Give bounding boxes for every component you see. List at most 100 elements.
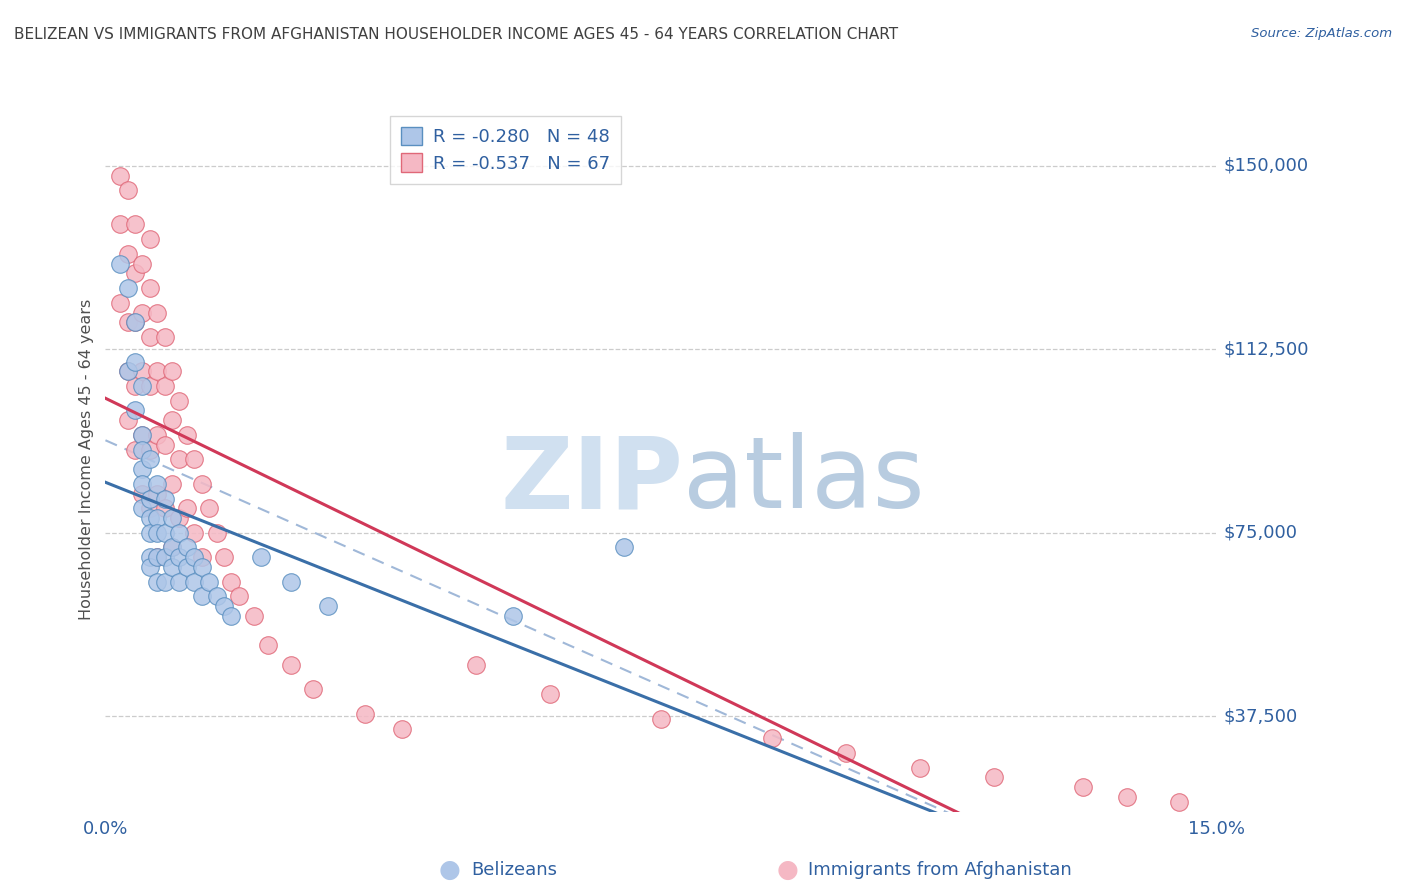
Point <box>205 590 228 604</box>
Point <box>160 560 183 574</box>
Point <box>160 413 183 427</box>
Point <box>835 746 858 760</box>
Text: ZIP: ZIP <box>501 432 683 529</box>
Point <box>613 541 636 555</box>
Point <box>464 657 486 672</box>
Point <box>110 257 132 271</box>
Point <box>190 590 212 604</box>
Point <box>117 247 139 261</box>
Point <box>212 599 235 614</box>
Point <box>146 574 169 589</box>
Point <box>131 501 153 516</box>
Point <box>190 476 212 491</box>
Point <box>146 305 169 319</box>
Point <box>190 560 212 574</box>
Point <box>139 511 162 525</box>
Point <box>131 476 153 491</box>
Point <box>153 525 176 540</box>
Point <box>169 452 191 467</box>
Point <box>153 438 176 452</box>
Point <box>124 315 146 329</box>
Text: $112,500: $112,500 <box>1223 340 1309 359</box>
Point <box>160 541 183 555</box>
Point <box>316 599 339 614</box>
Point <box>124 267 146 281</box>
Y-axis label: Householder Income Ages 45 - 64 years: Householder Income Ages 45 - 64 years <box>79 299 94 620</box>
Point <box>761 731 783 746</box>
Point <box>502 609 524 624</box>
Point <box>131 428 153 442</box>
Point <box>538 687 561 701</box>
Point <box>117 281 139 295</box>
Point <box>160 476 183 491</box>
Point <box>131 364 153 378</box>
Point <box>183 550 205 565</box>
Point <box>153 379 176 393</box>
Point <box>176 560 198 574</box>
Point <box>250 550 273 565</box>
Point <box>153 574 176 589</box>
Point <box>110 218 132 232</box>
Text: Belizeans: Belizeans <box>471 861 557 879</box>
Point <box>391 722 413 736</box>
Point <box>124 315 146 329</box>
Point <box>257 638 280 652</box>
Point <box>146 428 169 442</box>
Point <box>183 574 205 589</box>
Point <box>169 550 191 565</box>
Point <box>153 330 176 344</box>
Point <box>124 354 146 368</box>
Point <box>139 501 162 516</box>
Point <box>160 511 183 525</box>
Point <box>117 364 139 378</box>
Point <box>139 452 162 467</box>
Point <box>131 379 153 393</box>
Point <box>117 315 139 329</box>
Point <box>1071 780 1094 795</box>
Point <box>131 257 153 271</box>
Point <box>117 183 139 197</box>
Point <box>176 541 198 555</box>
Point <box>139 491 162 506</box>
Point <box>117 364 139 378</box>
Text: $75,000: $75,000 <box>1223 524 1298 541</box>
Point <box>139 442 162 457</box>
Point <box>183 525 205 540</box>
Point <box>160 364 183 378</box>
Point <box>124 403 146 417</box>
Text: $37,500: $37,500 <box>1223 707 1298 725</box>
Point <box>146 550 169 565</box>
Point <box>131 486 153 500</box>
Point <box>169 393 191 408</box>
Point <box>176 501 198 516</box>
Text: $150,000: $150,000 <box>1223 157 1309 175</box>
Point <box>110 169 132 183</box>
Point <box>983 771 1005 785</box>
Point <box>650 712 672 726</box>
Point <box>110 295 132 310</box>
Point <box>212 550 235 565</box>
Point <box>1168 795 1191 809</box>
Point <box>139 232 162 246</box>
Point <box>198 574 221 589</box>
Point <box>131 462 153 476</box>
Text: Source: ZipAtlas.com: Source: ZipAtlas.com <box>1251 27 1392 40</box>
Point <box>353 706 375 721</box>
Point <box>146 364 169 378</box>
Point <box>153 491 176 506</box>
Point <box>124 218 146 232</box>
Point <box>301 682 323 697</box>
Point <box>139 550 162 565</box>
Text: BELIZEAN VS IMMIGRANTS FROM AFGHANISTAN HOUSEHOLDER INCOME AGES 45 - 64 YEARS CO: BELIZEAN VS IMMIGRANTS FROM AFGHANISTAN … <box>14 27 898 42</box>
Point <box>908 761 931 775</box>
Point <box>205 525 228 540</box>
Point <box>190 550 212 565</box>
Point <box>131 428 153 442</box>
Point <box>169 574 191 589</box>
Point <box>124 442 146 457</box>
Point <box>131 442 153 457</box>
Point <box>153 550 176 565</box>
Text: atlas: atlas <box>683 432 925 529</box>
Point <box>176 428 198 442</box>
Point <box>169 511 191 525</box>
